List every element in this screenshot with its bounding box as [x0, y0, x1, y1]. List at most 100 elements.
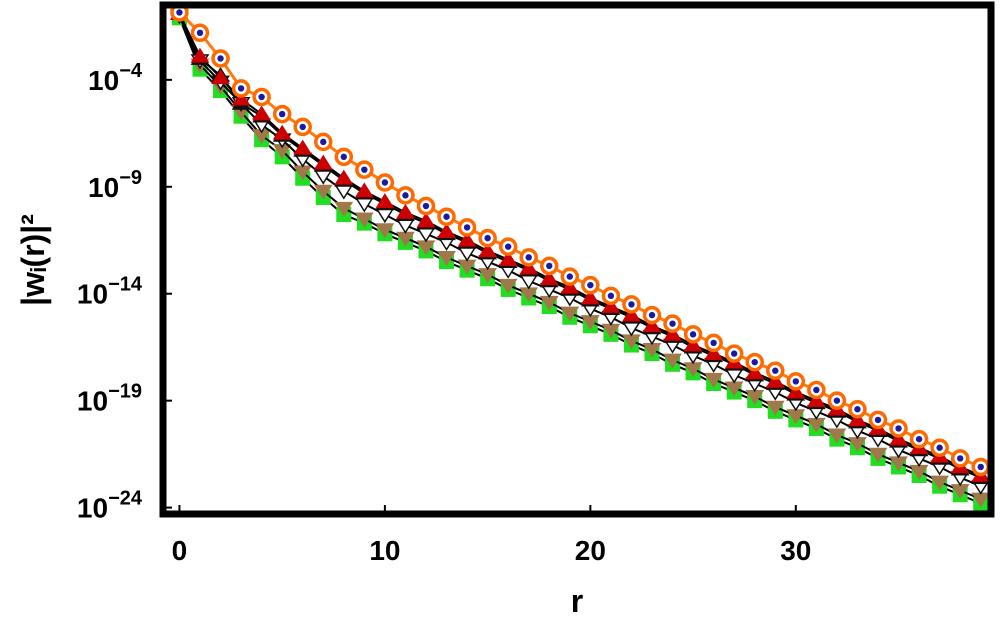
data-point-center [196, 29, 204, 37]
data-point-center [237, 85, 245, 92]
data-point-center [956, 455, 964, 462]
data-point [560, 306, 580, 322]
data-point-center [772, 367, 779, 374]
data-point [848, 411, 867, 427]
data-point [704, 372, 723, 388]
data-point-center [915, 435, 923, 443]
data-point [354, 197, 374, 213]
data-point-center [320, 138, 327, 146]
data-point-center [895, 425, 902, 432]
data-point-center [566, 273, 574, 280]
data-point-center [833, 397, 841, 404]
plot-frame [159, 1, 995, 518]
data-point-center [463, 224, 471, 231]
data-point [313, 184, 333, 200]
data-point [539, 270, 559, 286]
data-point-center [854, 406, 861, 413]
data-point-center [381, 179, 389, 186]
x-tick-label: 10 [369, 535, 400, 566]
data-point-center [936, 444, 943, 451]
data-point [375, 223, 395, 239]
data-point [930, 475, 949, 491]
data-point-center [484, 234, 491, 242]
data-point [519, 274, 539, 290]
data-point-center [813, 386, 820, 394]
data-point-center [587, 281, 594, 289]
data-point [683, 336, 703, 352]
data-point [334, 169, 354, 185]
data-point [252, 105, 271, 121]
series-line [178, 11, 982, 469]
data-point [437, 223, 456, 239]
data-point-center [689, 331, 697, 338]
data-point [354, 182, 374, 198]
y-tick-label: 10−19 [77, 381, 142, 417]
y-tick-label: 10−24 [77, 488, 143, 524]
data-point [724, 368, 744, 384]
data-point [560, 278, 580, 294]
data-point-center [607, 292, 615, 300]
data-point-center [710, 339, 717, 347]
data-point [231, 90, 251, 106]
data-point [416, 227, 436, 243]
data-point [663, 325, 682, 341]
data-point-center [648, 311, 656, 319]
data-point [765, 400, 785, 416]
data-point [334, 201, 354, 217]
data-point [622, 321, 641, 337]
data-point [272, 124, 292, 140]
y-tick-label: 10−9 [88, 167, 142, 203]
data-markers [170, 3, 991, 511]
data-point-center [217, 55, 224, 62]
data-point-center [730, 350, 738, 357]
data-point [765, 372, 785, 388]
data-point-center [504, 243, 512, 250]
series-0 [171, 10, 989, 511]
data-point [519, 259, 539, 275]
data-point [396, 218, 415, 234]
y-axis-label: |wᵢ(r)|² [15, 214, 51, 306]
series-2 [170, 9, 991, 495]
series-1 [170, 9, 991, 508]
data-point [293, 139, 313, 155]
x-tick-label: 0 [172, 535, 188, 566]
data-point [889, 430, 908, 446]
data-point [498, 278, 518, 294]
data-point [457, 231, 477, 247]
data-point [498, 250, 518, 266]
data-point [786, 383, 806, 399]
data-point-center [422, 202, 430, 210]
series-line [178, 15, 982, 488]
data-point [313, 154, 333, 170]
data-point [807, 392, 826, 408]
data-point [190, 47, 210, 63]
data-point-center [525, 254, 532, 261]
axis-ticks: 0 10 20 30 10−4 10−9 10−14 10−19 10−24 [77, 60, 811, 566]
x-axis-label: r [571, 583, 583, 619]
data-point-center [874, 416, 882, 424]
data-point [211, 69, 230, 85]
series-line [178, 13, 982, 479]
data-point [642, 317, 662, 333]
data-point-center [628, 301, 635, 308]
data-point [581, 289, 600, 305]
y-tick-label: 10−14 [77, 274, 143, 310]
data-point [704, 344, 723, 360]
data-point [478, 242, 497, 258]
data-point [601, 297, 621, 313]
series-line [178, 13, 982, 477]
data-point [354, 212, 374, 228]
data-point-center [299, 123, 306, 131]
data-point-center [340, 153, 348, 161]
data-point [745, 364, 765, 380]
series-5 [170, 3, 990, 477]
data-point-center [361, 166, 368, 173]
data-point-center [278, 110, 286, 118]
data-point-center [751, 358, 758, 366]
data-point [437, 251, 456, 266]
series-line [178, 15, 982, 500]
data-point [396, 203, 415, 219]
data-point [868, 447, 888, 463]
data-point-center [443, 213, 450, 220]
